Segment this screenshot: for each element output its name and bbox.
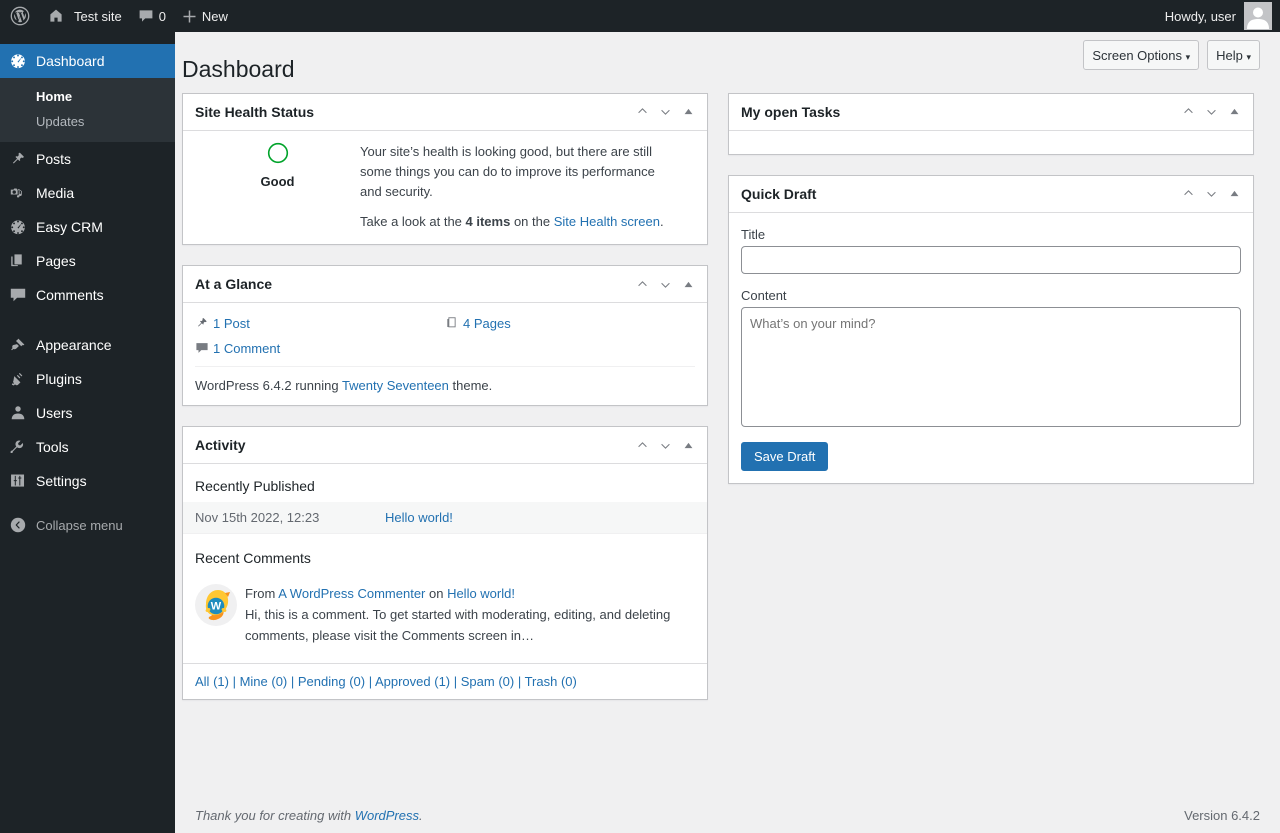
svg-text:W: W <box>211 601 222 613</box>
